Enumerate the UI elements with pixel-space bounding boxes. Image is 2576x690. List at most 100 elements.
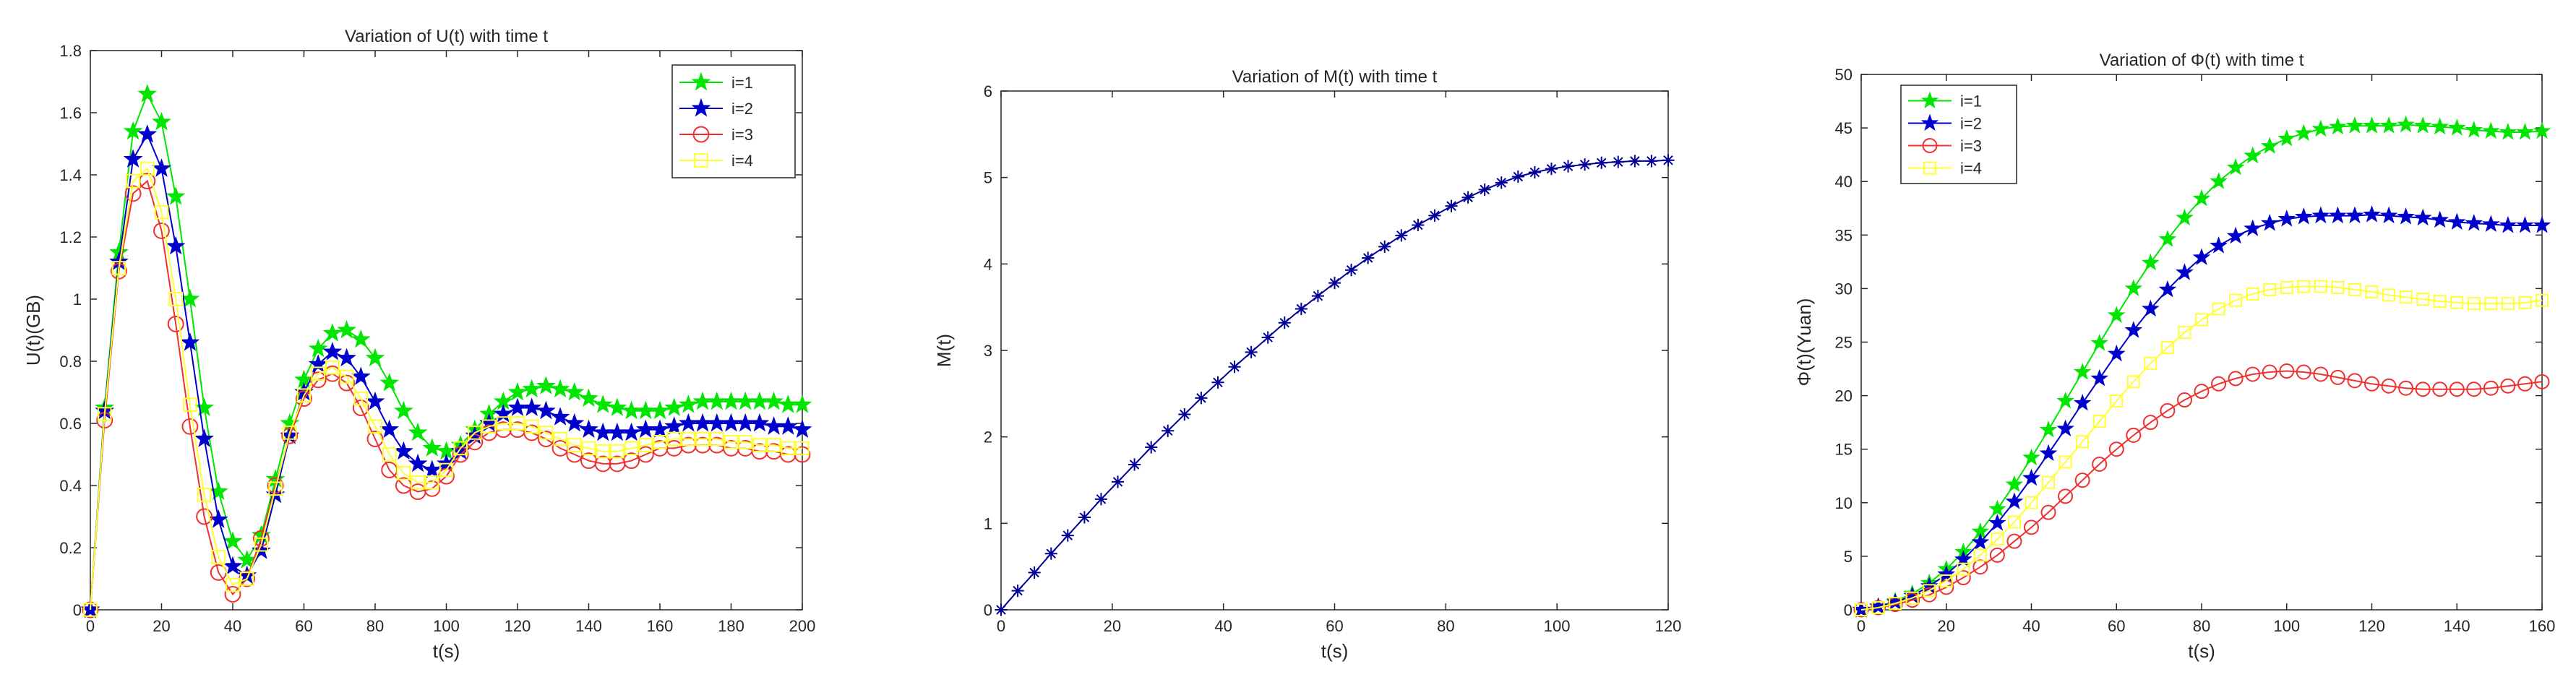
- data-point: [2107, 344, 2126, 362]
- data-point: [308, 338, 328, 358]
- legend-marker: [1923, 161, 1936, 175]
- y-tick-label: 50: [1835, 66, 1852, 84]
- data-point: [351, 329, 371, 348]
- data-point: [2465, 121, 2483, 138]
- data-point: [2246, 287, 2259, 301]
- series-1: [995, 154, 1675, 616]
- data-point: [365, 348, 385, 367]
- data-point: [2073, 363, 2092, 380]
- data-point: [2399, 290, 2413, 304]
- data-point: [2058, 488, 2074, 504]
- data-point: [2364, 376, 2379, 392]
- y-tick-label: 0.2: [59, 539, 82, 557]
- data-point: [2296, 364, 2311, 380]
- data-point: [536, 400, 556, 420]
- data-point: [2467, 297, 2481, 311]
- data-point: [1955, 570, 1971, 586]
- legend: i=1 i=2 i=3 i=4: [1900, 85, 2017, 184]
- data-point: [1078, 511, 1091, 524]
- x-tick-label: 60: [1326, 617, 1343, 635]
- data-point: [2226, 226, 2245, 244]
- data-point: [596, 444, 611, 459]
- data-point: [610, 444, 624, 459]
- data-point: [2329, 206, 2347, 224]
- x-tick-label: 120: [1655, 617, 1682, 635]
- data-point: [2244, 219, 2262, 236]
- data-point: [2297, 280, 2311, 293]
- data-point: [382, 447, 397, 462]
- data-point: [678, 394, 698, 413]
- data-point: [1923, 584, 1936, 598]
- data-point: [2416, 293, 2430, 306]
- legend-marker: [1920, 113, 1939, 131]
- data-point: [1044, 547, 1057, 560]
- chart-title: Variation of M(t) with time t: [1232, 67, 1438, 87]
- data-point: [1195, 392, 1208, 405]
- y-tick-label: 0.8: [59, 353, 82, 371]
- data-point: [2024, 519, 2039, 535]
- chart-title: Variation of Φ(t) with time t: [2100, 51, 2304, 70]
- data-point: [1562, 160, 1575, 173]
- data-point: [124, 185, 142, 202]
- data-point: [564, 413, 585, 432]
- data-point: [2484, 297, 2498, 311]
- data-point: [196, 508, 213, 525]
- data-point: [1628, 155, 1641, 168]
- data-point: [496, 416, 511, 431]
- y-tick-label: 1.6: [59, 104, 82, 122]
- data-point: [638, 438, 653, 452]
- data-point: [2433, 295, 2447, 309]
- data-point: [2176, 392, 2192, 408]
- y-tick-label: 20: [1835, 387, 1852, 405]
- data-point: [664, 397, 684, 416]
- data-point: [366, 431, 384, 447]
- data-point: [2210, 172, 2228, 189]
- data-point: [1111, 475, 1125, 488]
- data-point: [2413, 208, 2432, 226]
- y-tick-label: 6: [984, 82, 992, 100]
- data-point: [2499, 123, 2517, 140]
- data-point: [309, 371, 327, 389]
- data-point: [2192, 248, 2211, 265]
- data-point: [2025, 496, 2038, 509]
- x-tick-label: 120: [505, 617, 531, 635]
- data-point: [2076, 435, 2090, 449]
- data-point: [2141, 299, 2160, 317]
- data-point: [396, 466, 411, 480]
- data-point: [2311, 119, 2330, 137]
- data-point: [368, 419, 382, 434]
- data-point: [439, 462, 454, 478]
- data-point: [1428, 209, 1441, 222]
- data-point: [2330, 369, 2345, 385]
- data-point: [2260, 137, 2279, 154]
- data-point: [166, 236, 186, 255]
- legend-label: i=2: [731, 100, 753, 118]
- data-point: [1094, 493, 1107, 506]
- data-point: [666, 431, 682, 447]
- data-point: [2211, 376, 2227, 392]
- data-point: [2363, 116, 2381, 134]
- data-point: [111, 261, 126, 275]
- data-point: [653, 435, 667, 449]
- data-point: [2379, 116, 2398, 134]
- legend-label: i=3: [731, 126, 753, 144]
- series-line: [90, 167, 802, 611]
- data-point: [1989, 547, 2005, 563]
- data-point: [322, 342, 343, 361]
- y-tick-label: 1: [984, 514, 992, 532]
- data-point: [2295, 207, 2313, 225]
- chart-panel-3: 0 20 40 60 80 100 120 140 160 0 5 10 15 20 25 30 35 40 45 5…: [1793, 51, 2555, 662]
- x-tick-label: 20: [153, 617, 170, 635]
- data-point: [594, 455, 611, 473]
- data-point: [2345, 206, 2364, 224]
- legend-label: i=4: [1960, 160, 1982, 178]
- x-axis-label: t(s): [433, 640, 460, 662]
- y-tick-label: 35: [1835, 226, 1852, 244]
- data-point: [538, 426, 554, 440]
- data-point: [1261, 331, 1274, 344]
- data-point: [1528, 165, 1541, 179]
- data-point: [408, 453, 428, 473]
- data-point: [2280, 280, 2293, 294]
- data-point: [425, 475, 439, 490]
- x-tick-label: 80: [366, 617, 384, 635]
